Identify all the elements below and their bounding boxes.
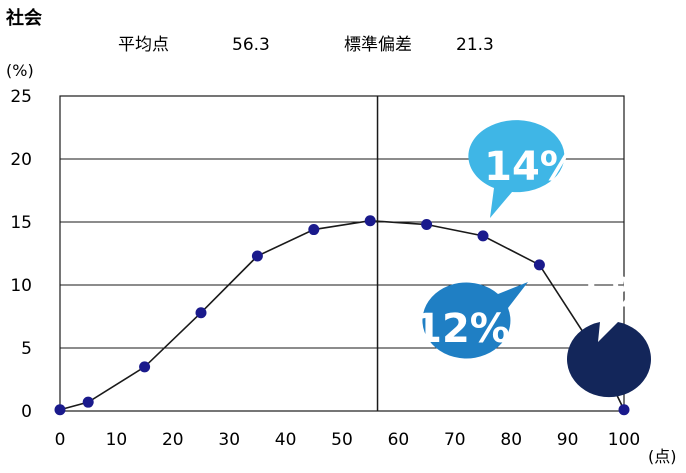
- callout-14: 14%: [468, 120, 580, 218]
- data-point: [54, 404, 66, 416]
- callout-bubble: [468, 120, 565, 218]
- x-tick-label: 40: [275, 430, 297, 450]
- data-point: [477, 230, 489, 242]
- data-markers: [54, 215, 630, 416]
- callout-bubble: [567, 322, 652, 398]
- x-tick-label: 20: [162, 430, 184, 450]
- data-point: [364, 215, 376, 227]
- x-tick-label: 0: [55, 430, 66, 450]
- x-tick-label: 60: [388, 430, 410, 450]
- x-tick-label: 70: [444, 430, 466, 450]
- y-tick-label: 10: [10, 276, 32, 296]
- x-tick-label: 80: [500, 430, 522, 450]
- data-point: [251, 250, 263, 262]
- y-axis-unit: (%): [6, 61, 34, 80]
- data-point: [139, 361, 151, 373]
- plot-frame: [59, 95, 625, 412]
- callout-bubble: [422, 282, 528, 359]
- y-tick-label: 15: [10, 213, 32, 233]
- subject-title: 社会: [6, 7, 42, 29]
- data-point: [533, 259, 545, 271]
- x-tick-label: 50: [331, 430, 353, 450]
- y-axis-ticks: 0 5 10 15 20 25: [10, 87, 32, 422]
- y-tick-label: 5: [21, 339, 32, 359]
- sd-label: 標準偏差: [344, 35, 412, 55]
- mean-value: 56.3: [232, 35, 270, 55]
- x-tick-label: 30: [218, 430, 240, 450]
- callout-5: 5%: [567, 270, 652, 398]
- data-point: [308, 224, 320, 236]
- y-tick-label: 20: [10, 150, 32, 170]
- callout-12: 12%: [414, 282, 528, 359]
- x-tick-label: 10: [106, 430, 128, 450]
- data-point: [421, 219, 433, 231]
- sd-value: 21.3: [456, 35, 494, 55]
- callout-label: 5%: [584, 270, 652, 316]
- x-tick-label: 90: [557, 430, 579, 450]
- mean-label: 平均点: [118, 35, 169, 55]
- data-point: [618, 404, 630, 416]
- y-tick-label: 0: [21, 402, 32, 422]
- x-axis-ticks: 0 10 20 30 40 50 60 70 80 90 100: [55, 430, 641, 450]
- data-point: [82, 396, 94, 408]
- callout-label: 12%: [414, 306, 510, 352]
- data-point: [195, 307, 207, 319]
- x-axis-unit: (点): [648, 447, 677, 466]
- callout-label: 14%: [484, 144, 580, 190]
- y-tick-label: 25: [10, 87, 32, 107]
- x-tick-label: 100: [608, 430, 640, 450]
- series-line: [59, 219, 625, 411]
